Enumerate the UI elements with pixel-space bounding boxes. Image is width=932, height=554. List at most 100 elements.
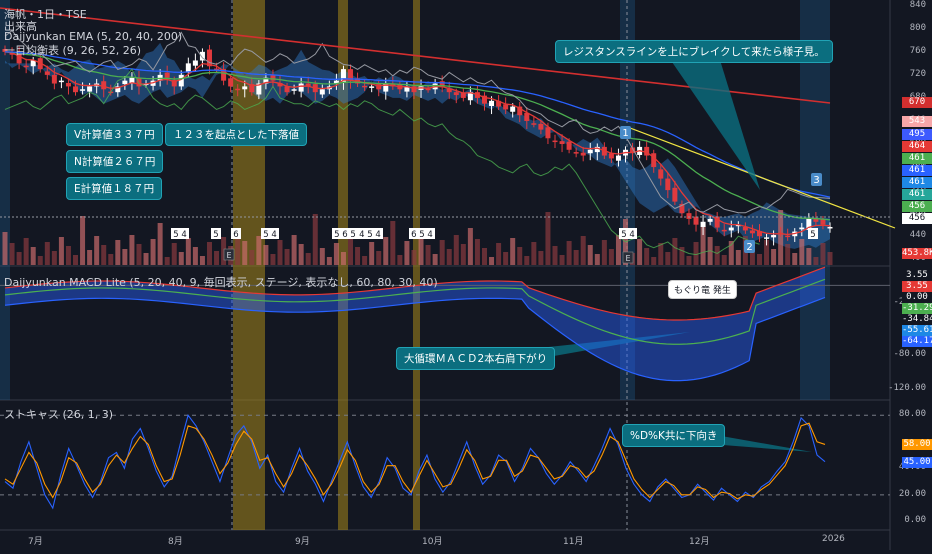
volume-bar	[270, 254, 276, 265]
candle-body	[178, 74, 184, 87]
stoch-title: ストキャス (26, 1, 3)	[4, 408, 114, 421]
volume-bar	[573, 250, 579, 265]
candle-body	[298, 83, 304, 92]
macd-value-tag: 3.55	[902, 281, 932, 292]
candle-body	[333, 80, 339, 85]
volume-bar	[291, 235, 297, 265]
volume-bar	[136, 244, 142, 265]
volume-bar	[37, 256, 43, 265]
volume-bar	[651, 257, 657, 265]
price-tag: 456	[902, 201, 932, 212]
volume-bar	[397, 255, 403, 265]
candle-body	[136, 77, 142, 87]
volume-bar	[122, 249, 128, 265]
blue-band	[0, 0, 10, 400]
volume-bar	[679, 247, 685, 265]
volume-bar	[206, 242, 212, 265]
volume-bar	[369, 242, 375, 265]
candle-body	[291, 89, 297, 91]
volume-bar	[362, 256, 368, 265]
candle-body	[813, 218, 819, 222]
candle-body	[206, 49, 212, 67]
candle-body	[87, 86, 93, 92]
stoch-pane	[0, 414, 890, 510]
volume-bar	[333, 243, 339, 265]
stage-mark-label: 5 4	[621, 230, 635, 240]
volume-bar	[65, 246, 71, 265]
candle-body	[214, 68, 220, 71]
candle-body	[185, 63, 191, 73]
candle-body	[439, 81, 445, 87]
volume-bar	[214, 251, 220, 265]
volume-bar	[376, 251, 382, 265]
candle-body	[242, 86, 248, 90]
n-value-callout: N計算値２６７円	[66, 150, 164, 173]
candle-body	[644, 146, 650, 156]
volume-bar	[51, 251, 57, 265]
volume-bar	[764, 240, 770, 265]
volume-bar	[164, 257, 170, 265]
price-y-tick: 680	[910, 92, 926, 102]
candle-body	[369, 86, 375, 88]
volume-bar	[820, 243, 826, 265]
stoch-d-tag: 58.00	[902, 439, 932, 451]
x-tick: 9月	[295, 537, 310, 547]
candle-body	[820, 219, 826, 225]
x-tick: 7月	[28, 537, 43, 547]
volume-bar	[199, 256, 205, 265]
ichimoku-label: 一目均衡表 (9, 26, 52, 26)	[4, 44, 142, 57]
candle-body	[80, 89, 86, 91]
price-y-tick: 720	[909, 68, 926, 79]
candle-body	[305, 83, 311, 87]
stage-mark-label: 5 6 5	[334, 230, 356, 240]
macd-line-2	[4, 278, 826, 345]
volume-bar	[178, 252, 184, 265]
price-y-tick: 480	[910, 207, 926, 217]
candle-body	[460, 92, 466, 98]
candle-body	[249, 84, 255, 93]
volume-bar	[9, 243, 15, 265]
candle-body	[51, 74, 57, 84]
volume-bar	[489, 257, 495, 265]
blue-band	[800, 0, 830, 400]
candle-body	[171, 80, 177, 87]
volume-bar	[157, 223, 163, 265]
candle-body	[376, 84, 382, 90]
price-tag: 670	[902, 97, 932, 108]
volume-bar	[319, 248, 325, 265]
candle-body	[573, 152, 579, 154]
volume-bar	[242, 241, 248, 265]
volume-bar	[326, 257, 332, 265]
callout-pointer	[710, 434, 812, 452]
macd-line-1	[4, 266, 826, 321]
stage-mark-label: 5	[213, 230, 218, 240]
wave-mark-box	[811, 173, 822, 186]
symbol-title: 海帆・1日・TSE	[4, 8, 87, 21]
volume-bar	[404, 241, 410, 265]
candle-body	[44, 71, 50, 75]
volume-bar	[728, 241, 734, 265]
volume-bar	[305, 253, 311, 265]
volume-label: 出来高	[4, 20, 37, 33]
candle-body	[538, 123, 544, 130]
trend-line	[629, 127, 896, 229]
highlight-band	[413, 0, 420, 530]
price-y-tick: 800	[909, 22, 926, 33]
volume-bar	[30, 247, 36, 265]
candle-body	[122, 80, 128, 85]
candle-body	[383, 83, 389, 92]
stoch-y-tick: 0.00	[904, 515, 926, 526]
volume-bar	[73, 255, 79, 265]
volume-bar	[115, 240, 121, 265]
volume-bar	[756, 254, 762, 265]
stage-mark-box	[409, 228, 435, 239]
volume-bar	[355, 247, 361, 265]
candle-body	[277, 82, 283, 87]
volume-bar	[503, 252, 509, 265]
volume-bar	[101, 245, 107, 265]
volume-bar	[446, 249, 452, 265]
price-tag: 464	[902, 141, 932, 152]
